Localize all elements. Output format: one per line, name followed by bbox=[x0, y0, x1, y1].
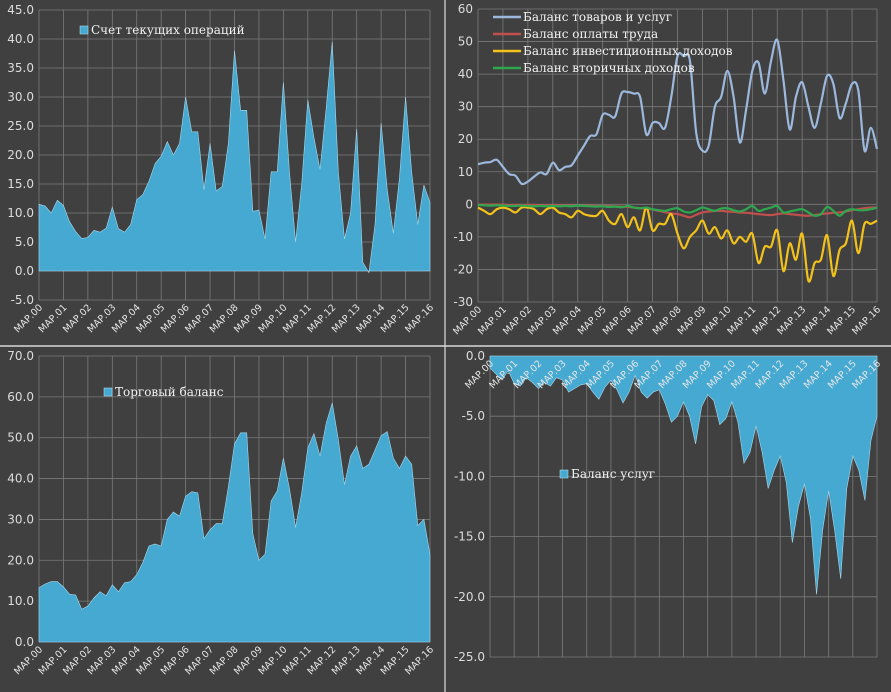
area-series bbox=[38, 41, 431, 274]
legend-label: Баланс оплаты труда bbox=[523, 27, 658, 41]
legend-swatch bbox=[103, 387, 113, 397]
y-tick-label: 0.0 bbox=[15, 635, 34, 649]
y-tick-label: -20.0 bbox=[454, 590, 485, 604]
legend-label: Счет текущих операций bbox=[91, 23, 245, 37]
y-tick-label: -5.0 bbox=[11, 293, 34, 307]
y-tick-label: 30 bbox=[458, 100, 473, 114]
y-tick-label: -15.0 bbox=[454, 530, 485, 544]
y-tick-label: 0.0 bbox=[15, 264, 34, 278]
legend-label: Баланс вторичных доходов bbox=[523, 61, 695, 75]
y-tick-label: 45.0 bbox=[7, 3, 34, 17]
y-tick-label: 10 bbox=[458, 165, 473, 179]
legend-swatch bbox=[79, 25, 89, 35]
legend-swatch bbox=[559, 469, 569, 479]
y-tick-label: 15.0 bbox=[7, 177, 34, 191]
y-tick-label: 40.0 bbox=[7, 32, 34, 46]
chart-2: -30-20-100102030405060МАР.00МАР.01МАР.02… bbox=[451, 2, 883, 337]
line-series-4 bbox=[477, 203, 878, 217]
y-tick-label: 10.0 bbox=[7, 594, 34, 608]
y-tick-label: 20 bbox=[458, 132, 473, 146]
legend-label: Баланс услуг bbox=[571, 467, 655, 481]
legend-label: Баланс товаров и услуг bbox=[523, 10, 672, 24]
y-tick-label: 20.0 bbox=[7, 553, 34, 567]
y-tick-label: 0.0 bbox=[466, 349, 485, 363]
chart-3: 0.010.020.030.040.050.060.070.0МАР.00МАР… bbox=[7, 349, 436, 677]
y-tick-label: 60 bbox=[458, 2, 473, 16]
y-tick-label: 50 bbox=[458, 35, 473, 49]
y-tick-label: 40.0 bbox=[7, 472, 34, 486]
y-tick-label: 60.0 bbox=[7, 390, 34, 404]
area-series bbox=[38, 402, 431, 643]
y-tick-label: -10.0 bbox=[454, 469, 485, 483]
chart-1: -5.0 0.0 5.0 10.0 15.0 20.0 25.0 30.0 35.0 40.0 45… bbox=[7, 3, 436, 335]
chart-4: -25.0-20.0-15.0-10.0-5.00.0МАР.00МАР.01М… bbox=[454, 349, 883, 664]
y-tick-label: -25.0 bbox=[454, 650, 485, 664]
y-tick-label: -5.0 bbox=[462, 409, 485, 423]
y-tick-label: 25.0 bbox=[7, 119, 34, 133]
y-tick-label: 35.0 bbox=[7, 61, 34, 75]
y-tick-label: -20 bbox=[453, 262, 473, 276]
y-tick-label: 30.0 bbox=[7, 512, 34, 526]
y-tick-label: 40 bbox=[458, 67, 473, 81]
y-tick-label: 5.0 bbox=[15, 235, 34, 249]
legend-label: Баланс инвестиционных доходов bbox=[523, 44, 733, 58]
y-tick-label: 50.0 bbox=[7, 431, 34, 445]
line-series-3 bbox=[477, 206, 878, 283]
y-tick-label: -10 bbox=[453, 230, 473, 244]
y-tick-label: 20.0 bbox=[7, 148, 34, 162]
y-tick-label: 0 bbox=[465, 197, 473, 211]
legend-label: Торговый баланс bbox=[115, 385, 224, 399]
area-series bbox=[489, 355, 878, 595]
y-tick-label: 10.0 bbox=[7, 206, 34, 220]
y-tick-label: -30 bbox=[453, 295, 473, 309]
line-series-1 bbox=[477, 38, 879, 186]
y-tick-label: 70.0 bbox=[7, 349, 34, 363]
y-tick-label: 30.0 bbox=[7, 90, 34, 104]
